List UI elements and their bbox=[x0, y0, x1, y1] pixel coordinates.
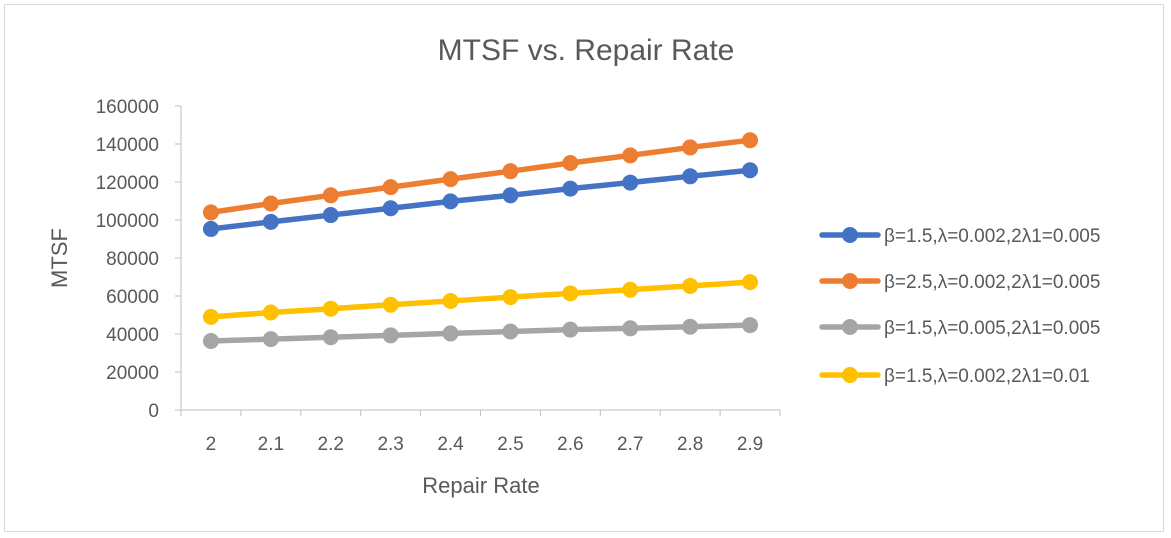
y-tick-label: 20000 bbox=[106, 363, 159, 384]
data-point bbox=[502, 187, 519, 204]
data-point bbox=[622, 281, 639, 298]
data-point bbox=[262, 304, 279, 321]
data-point bbox=[562, 285, 579, 302]
legend-label: β=2.5,λ=0.002,2λ1=0.005 bbox=[884, 272, 1100, 293]
data-point bbox=[442, 292, 459, 309]
data-point bbox=[322, 207, 339, 224]
data-point bbox=[682, 139, 699, 156]
series-layer bbox=[202, 132, 759, 350]
x-tick-label: 2.7 bbox=[617, 434, 643, 455]
data-point bbox=[742, 132, 759, 149]
data-point bbox=[742, 162, 759, 179]
x-tick-label: 2 bbox=[206, 434, 217, 455]
legend-swatch-marker bbox=[842, 367, 858, 383]
data-point bbox=[442, 171, 459, 188]
data-point bbox=[622, 320, 639, 337]
data-point bbox=[622, 174, 639, 191]
data-point bbox=[742, 274, 759, 291]
x-tick-label: 2.9 bbox=[737, 434, 763, 455]
axes: 0 20000 40000 60000 80000 100000 120000 140000 1… bbox=[96, 97, 781, 455]
data-point bbox=[202, 220, 219, 237]
x-tick-label: 2.4 bbox=[437, 434, 464, 455]
series-line bbox=[208, 279, 753, 320]
x-tick-label: 2.1 bbox=[258, 434, 284, 455]
data-point bbox=[262, 213, 279, 230]
data-point bbox=[322, 300, 339, 317]
data-point bbox=[262, 195, 279, 212]
data-point bbox=[682, 277, 699, 294]
y-tick-label: 100000 bbox=[96, 211, 159, 232]
legend-swatch-marker bbox=[842, 319, 858, 335]
x-tick-label: 2.2 bbox=[318, 434, 344, 455]
y-tick-label: 40000 bbox=[106, 325, 159, 346]
y-tick-label: 0 bbox=[148, 401, 159, 422]
data-point bbox=[742, 317, 759, 334]
y-tick-label: 120000 bbox=[96, 173, 159, 194]
series-2 bbox=[202, 132, 759, 221]
series-line bbox=[208, 322, 753, 344]
data-point bbox=[562, 180, 579, 197]
data-point bbox=[502, 163, 519, 180]
data-point bbox=[382, 327, 399, 344]
data-point bbox=[322, 329, 339, 346]
series-4 bbox=[202, 274, 759, 325]
legend-label: β=1.5,λ=0.002,2λ1=0.01 bbox=[884, 366, 1090, 387]
data-point bbox=[682, 318, 699, 335]
y-axis-label: MTSF bbox=[47, 228, 72, 288]
data-point bbox=[502, 289, 519, 306]
data-point bbox=[202, 308, 219, 325]
legend-item: β=1.5,λ=0.005,2λ1=0.005 bbox=[819, 318, 1100, 339]
data-point bbox=[382, 200, 399, 217]
legend-swatch-marker bbox=[842, 227, 858, 243]
chart-frame bbox=[4, 4, 1164, 532]
legend-item: β=1.5,λ=0.002,2λ1=0.01 bbox=[819, 366, 1090, 387]
chart-title: MTSF vs. Repair Rate bbox=[438, 34, 735, 67]
x-axis-label: Repair Rate bbox=[422, 473, 539, 498]
x-tick-label: 2.6 bbox=[557, 434, 583, 455]
legend-label: β=1.5,λ=0.002,2λ1=0.005 bbox=[884, 226, 1100, 247]
y-tick-label: 140000 bbox=[96, 135, 159, 156]
x-tick-label: 2.3 bbox=[377, 434, 403, 455]
data-point bbox=[202, 333, 219, 350]
data-point bbox=[682, 168, 699, 185]
series-1 bbox=[202, 162, 759, 237]
x-tick-label: 2.8 bbox=[677, 434, 703, 455]
data-point bbox=[502, 323, 519, 340]
legend-item: β=2.5,λ=0.002,2λ1=0.005 bbox=[819, 272, 1100, 293]
data-point bbox=[562, 321, 579, 338]
y-tick-label: 80000 bbox=[106, 249, 159, 270]
legend-swatch-marker bbox=[842, 273, 858, 289]
y-tick-label: 60000 bbox=[106, 287, 159, 308]
data-point bbox=[382, 179, 399, 196]
series-line bbox=[208, 167, 753, 232]
series-line bbox=[208, 137, 753, 216]
data-point bbox=[442, 325, 459, 342]
data-point bbox=[322, 187, 339, 204]
data-point bbox=[622, 147, 639, 164]
legend-label: β=1.5,λ=0.005,2λ1=0.005 bbox=[884, 318, 1100, 339]
data-point bbox=[562, 155, 579, 171]
data-point bbox=[262, 331, 279, 348]
data-point bbox=[442, 193, 459, 210]
data-point bbox=[382, 296, 399, 313]
series-3 bbox=[202, 317, 759, 350]
legend-item: β=1.5,λ=0.002,2λ1=0.005 bbox=[819, 226, 1100, 247]
x-tick-label: 2.5 bbox=[497, 434, 523, 455]
y-tick-label: 160000 bbox=[96, 97, 159, 118]
data-point bbox=[202, 204, 219, 221]
legend: β=1.5,λ=0.002,2λ1=0.005 β=2.5,λ=0.002,2λ1… bbox=[819, 226, 1100, 387]
